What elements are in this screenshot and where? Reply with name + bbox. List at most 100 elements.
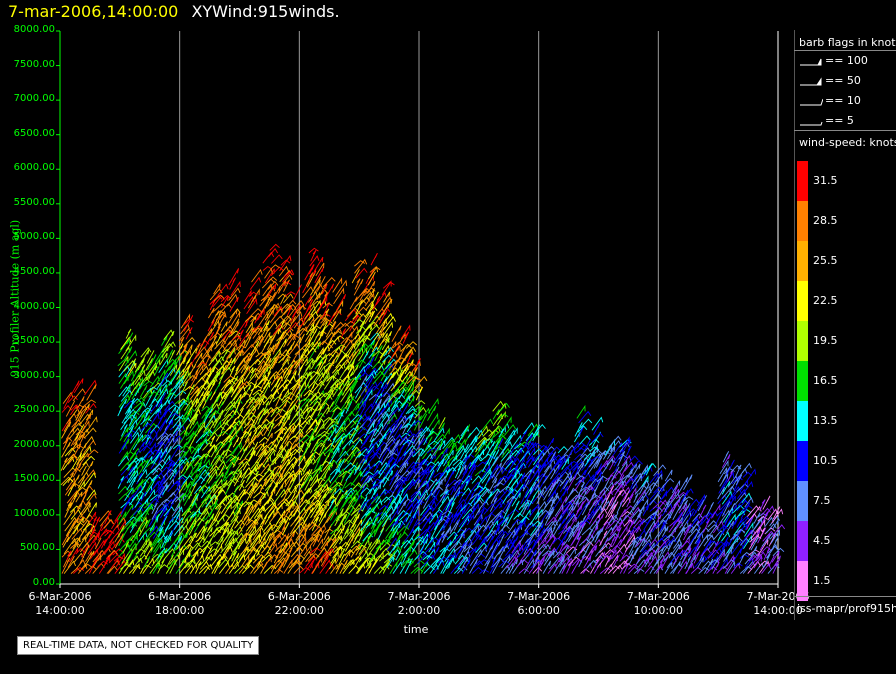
wind-barb	[649, 472, 660, 484]
wind-barb	[593, 551, 606, 568]
wind-barb	[336, 435, 345, 450]
wind-barb	[381, 337, 390, 351]
wind-barb	[131, 490, 145, 501]
wind-barb	[305, 392, 318, 407]
wind-barb	[91, 550, 102, 568]
wind-barb	[612, 554, 620, 567]
wind-barb	[460, 527, 467, 539]
wind-barb	[99, 515, 111, 527]
wind-barb	[552, 479, 564, 488]
wind-barb	[353, 519, 363, 533]
wind-barb	[248, 382, 258, 398]
wind-barb	[591, 431, 602, 449]
wind-barb	[207, 469, 218, 484]
wind-barb	[167, 462, 179, 469]
wind-barb	[182, 412, 192, 423]
wind-barb	[430, 419, 440, 434]
wind-barb	[399, 438, 410, 451]
wind-barb	[512, 558, 524, 574]
wind-barb	[263, 371, 272, 385]
wind-barb	[492, 542, 499, 554]
wind-barb	[311, 330, 321, 348]
wind-barb	[470, 437, 479, 451]
wind-barb	[476, 508, 485, 523]
wind-barb	[652, 500, 666, 510]
wind-barb	[294, 554, 305, 562]
wind-barb	[767, 562, 780, 574]
wind-barb	[536, 489, 545, 505]
wind-barb	[317, 430, 330, 438]
wind-barb	[565, 487, 575, 503]
wind-barb	[178, 328, 192, 342]
wind-barb	[118, 372, 128, 384]
wind-barb	[149, 432, 158, 446]
wind-barb	[338, 354, 351, 365]
wind-barb	[127, 550, 134, 561]
wind-barb	[588, 453, 603, 468]
wind-barb	[331, 363, 344, 374]
wind-barb	[658, 534, 670, 543]
wind-barb	[760, 507, 771, 516]
wind-barb	[726, 459, 735, 475]
wind-barb	[323, 423, 335, 437]
wind-barb	[760, 546, 772, 554]
wind-barb	[401, 370, 413, 382]
wind-barb	[102, 554, 110, 569]
wind-barb	[671, 480, 681, 494]
wind-barb	[303, 392, 315, 402]
wind-barb	[312, 464, 321, 477]
wind-barb	[100, 538, 107, 549]
wind-barb	[214, 544, 223, 557]
wind-barb	[292, 489, 305, 501]
wind-barb	[258, 455, 269, 470]
wind-barb	[759, 527, 766, 539]
wind-barb	[243, 381, 256, 390]
wind-barb	[287, 473, 298, 479]
wind-barb	[447, 555, 456, 570]
wind-barb	[269, 524, 279, 529]
wind-barb	[201, 526, 208, 538]
wind-barb	[293, 284, 302, 301]
wind-barb	[335, 468, 345, 481]
wind-barb	[368, 346, 379, 359]
wind-barb	[250, 441, 259, 456]
wind-barb	[334, 426, 344, 438]
wind-barb	[466, 475, 473, 486]
wind-barb	[308, 247, 319, 254]
wind-barb	[422, 525, 431, 540]
wind-barb	[219, 494, 230, 505]
wind-barb	[273, 548, 282, 564]
wind-barb	[191, 492, 198, 503]
wind-barb	[263, 320, 270, 332]
wind-barb	[633, 568, 645, 574]
wind-barb	[402, 479, 415, 496]
wind-barb	[493, 482, 505, 488]
wind-barb	[631, 536, 643, 543]
wind-barb	[128, 410, 140, 418]
wind-barb	[441, 438, 455, 455]
wind-barb	[689, 498, 700, 508]
wind-barb	[717, 467, 728, 483]
x-tick-date: 7-Mar-2006	[507, 590, 571, 603]
wind-barb	[367, 356, 375, 369]
wind-barb	[406, 419, 416, 433]
wind-barb	[252, 527, 262, 541]
wind-barb	[499, 475, 510, 481]
wind-barb	[608, 514, 619, 525]
wind-barb	[121, 432, 132, 449]
wind-barb	[232, 436, 240, 448]
wind-barb	[129, 534, 138, 548]
wind-barb	[138, 402, 144, 413]
wind-barb	[247, 348, 260, 362]
wind-barb	[611, 466, 620, 481]
wind-barb	[257, 395, 266, 410]
wind-barb	[331, 481, 343, 489]
wind-barb	[446, 554, 456, 560]
wind-barb	[579, 435, 591, 445]
wind-barb	[730, 537, 744, 548]
wind-barb	[332, 411, 343, 427]
x-tick-time: 22:00:00	[274, 604, 325, 617]
wind-barb	[468, 445, 478, 458]
wind-barb	[458, 539, 468, 554]
wind-barb	[420, 561, 429, 574]
